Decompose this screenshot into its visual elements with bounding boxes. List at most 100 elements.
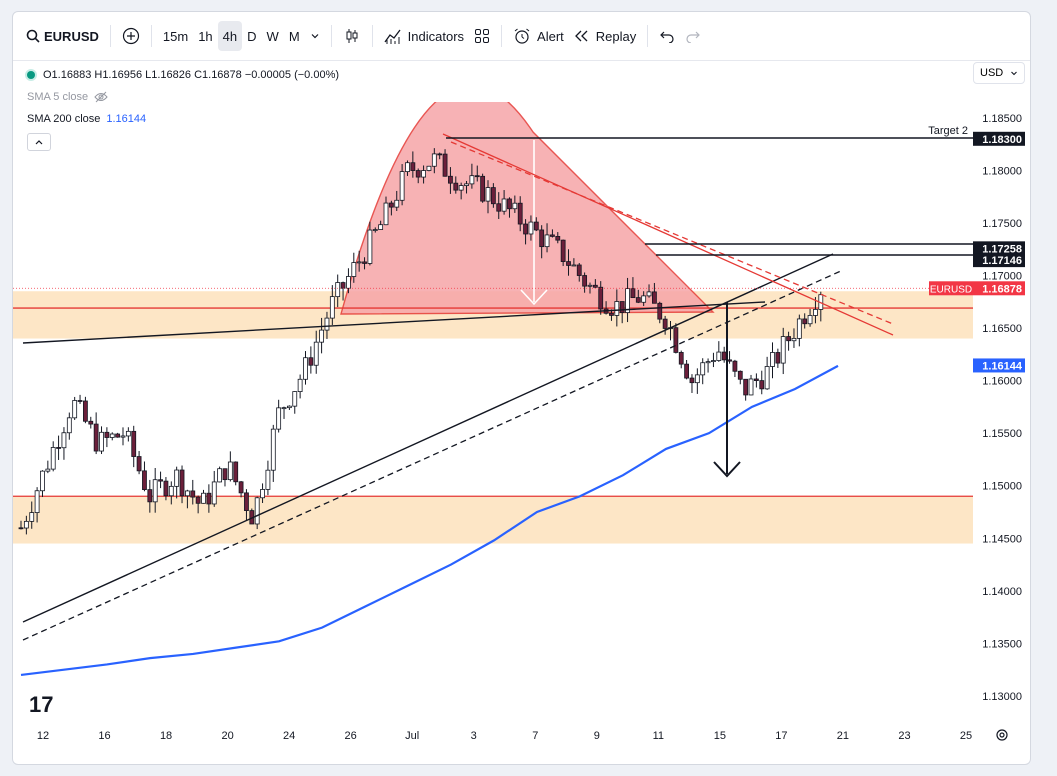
candle-body bbox=[56, 447, 61, 449]
x-tick-label: 26 bbox=[345, 730, 357, 742]
rewind-icon bbox=[574, 30, 588, 42]
candle-body bbox=[501, 198, 507, 212]
candle-body bbox=[238, 481, 244, 494]
compare-button[interactable] bbox=[117, 21, 145, 51]
price-marker-label: 1.16878 bbox=[982, 283, 1022, 295]
candle-body bbox=[614, 301, 620, 316]
sma200-label: SMA 200 close bbox=[27, 113, 101, 125]
candle-body bbox=[77, 400, 83, 402]
symbol-tag-label: EURUSD bbox=[930, 284, 972, 295]
candle-body bbox=[335, 282, 341, 298]
x-tick-label: 3 bbox=[471, 730, 477, 742]
symbol-price-tag bbox=[929, 281, 973, 296]
replay-button[interactable]: Replay bbox=[569, 21, 641, 51]
x-tick-label: 7 bbox=[532, 730, 538, 742]
candle-body bbox=[469, 175, 475, 185]
hidden-eye-icon[interactable] bbox=[94, 91, 108, 103]
trendline-rising-dashed bbox=[22, 269, 844, 641]
layouts-button[interactable] bbox=[469, 21, 495, 51]
candle-body bbox=[587, 284, 593, 287]
candle-body bbox=[83, 400, 88, 422]
redo-button[interactable] bbox=[680, 21, 706, 51]
interval-4h[interactable]: 4h bbox=[217, 21, 243, 51]
candle-body bbox=[195, 496, 201, 504]
indicators-button[interactable]: Indicators bbox=[379, 21, 469, 51]
interval-dropdown[interactable] bbox=[305, 21, 325, 51]
interval-w[interactable]: W bbox=[266, 28, 279, 44]
divider bbox=[371, 25, 373, 47]
search-icon bbox=[26, 29, 40, 43]
chevron-down-icon bbox=[1011, 71, 1017, 76]
candle-body bbox=[168, 485, 174, 497]
candle-body bbox=[185, 490, 190, 497]
candle-body bbox=[662, 318, 668, 329]
sma5-row[interactable]: SMA 5 close bbox=[27, 86, 339, 108]
candle-body bbox=[550, 234, 555, 237]
candle-body bbox=[104, 431, 110, 438]
candle-body bbox=[131, 430, 137, 457]
candle-body bbox=[249, 510, 255, 525]
currency-select[interactable]: USD bbox=[973, 62, 1025, 84]
candle-body bbox=[431, 153, 437, 167]
candle-body bbox=[743, 378, 749, 396]
interval-m[interactable]: M bbox=[288, 28, 300, 44]
symbol-search[interactable]: EURUSD bbox=[21, 21, 104, 51]
market-status-icon bbox=[27, 71, 35, 79]
y-tick-label: 1.16000 bbox=[982, 376, 1022, 388]
candle-body bbox=[276, 407, 282, 430]
price-marker-label: 1.18300 bbox=[982, 134, 1022, 146]
add-circle-icon bbox=[122, 27, 140, 45]
candle-body bbox=[807, 315, 813, 325]
candle-body bbox=[528, 221, 534, 235]
x-tick-label: 25 bbox=[960, 730, 972, 742]
candle-body bbox=[34, 490, 40, 513]
interval-d[interactable]: D bbox=[247, 28, 257, 44]
price-marker-label: 1.17258 bbox=[982, 243, 1022, 255]
x-tick-label: 15 bbox=[714, 730, 726, 742]
candle-body bbox=[625, 288, 630, 313]
candle-body bbox=[485, 187, 491, 202]
candle-body bbox=[791, 337, 797, 342]
candle-body bbox=[464, 183, 469, 186]
candle-body bbox=[560, 239, 566, 262]
sma200-row[interactable]: SMA 200 close 1.16144 bbox=[27, 108, 339, 130]
candle-body bbox=[244, 492, 249, 511]
candle-body bbox=[227, 461, 233, 481]
candle-body bbox=[748, 378, 754, 396]
candle-body bbox=[142, 470, 147, 491]
interval-15m[interactable]: 15m bbox=[162, 28, 189, 44]
redo-icon bbox=[686, 31, 701, 43]
target-2-label: Target 2 bbox=[928, 125, 968, 137]
candle-body bbox=[61, 432, 67, 449]
settings-gear-icon[interactable] bbox=[996, 729, 1008, 741]
candle-body bbox=[260, 489, 265, 499]
candle-body bbox=[233, 461, 239, 483]
candle-body bbox=[410, 162, 416, 171]
y-tick-label: 1.13000 bbox=[982, 691, 1022, 703]
candle-body bbox=[635, 297, 641, 303]
interval-1h[interactable]: 1h bbox=[198, 28, 213, 44]
candle-body bbox=[458, 185, 464, 191]
candle-body bbox=[737, 370, 743, 380]
candle-body bbox=[759, 380, 765, 390]
y-tick-label: 1.15500 bbox=[982, 428, 1022, 440]
candle-body bbox=[753, 378, 759, 381]
candle-body bbox=[147, 489, 153, 503]
collapse-legend-button[interactable] bbox=[27, 133, 51, 151]
alarm-clock-icon bbox=[514, 28, 530, 44]
candle-body bbox=[592, 284, 598, 288]
y-tick-label: 1.14500 bbox=[982, 533, 1022, 545]
candle-body bbox=[340, 282, 346, 289]
candle-body bbox=[421, 170, 426, 178]
candle-body bbox=[716, 351, 722, 361]
candle-body bbox=[367, 229, 373, 264]
undo-button[interactable] bbox=[654, 21, 680, 51]
candle-body bbox=[598, 286, 604, 310]
candle-body bbox=[780, 336, 786, 364]
candle-body bbox=[448, 175, 453, 184]
alert-button[interactable]: Alert bbox=[508, 21, 569, 51]
chart-type-button[interactable] bbox=[338, 21, 366, 51]
candle-body bbox=[813, 309, 818, 316]
divider bbox=[109, 25, 111, 47]
candle-body bbox=[689, 377, 695, 384]
